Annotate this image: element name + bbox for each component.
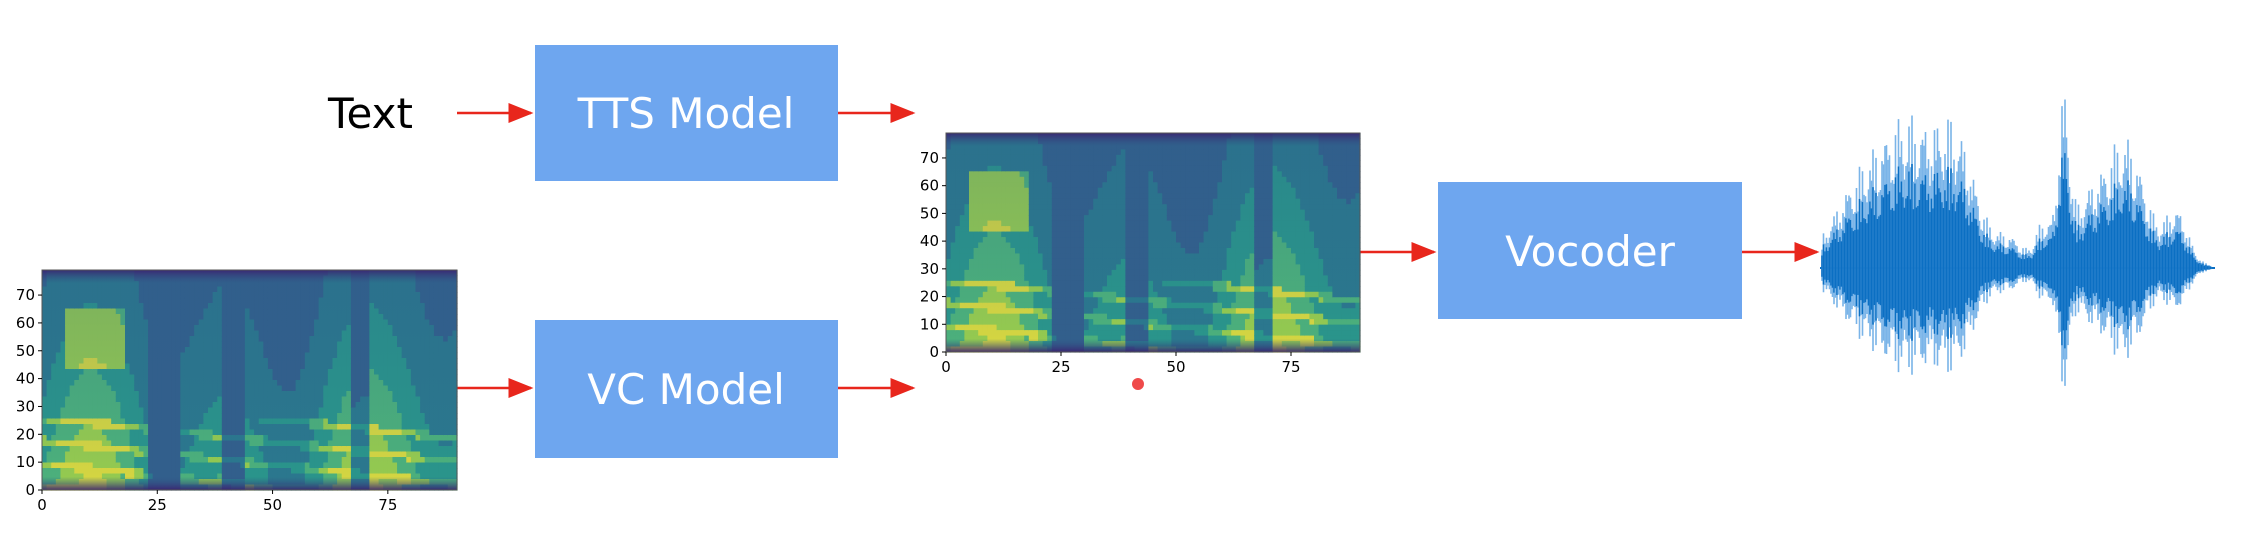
tts-model-box: TTS Model [535, 45, 838, 181]
x-tick-label: 25 [148, 496, 167, 514]
vocoder-label: Vocoder [1505, 227, 1675, 276]
vc-model-box: VC Model [535, 320, 838, 458]
x-tick-label: 75 [378, 496, 397, 514]
y-tick-label: 30 [16, 397, 35, 415]
x-tick-label: 50 [263, 496, 282, 514]
y-tick-label: 60 [16, 314, 35, 332]
text-input-label: Text [327, 89, 413, 138]
vc-model-label: VC Model [587, 365, 785, 414]
x-tick-label: 0 [37, 496, 47, 514]
tts-model-label: TTS Model [577, 89, 795, 138]
y-tick-label: 10 [16, 453, 35, 471]
y-tick-label: 50 [16, 342, 35, 360]
vocoder-box: Vocoder [1438, 182, 1742, 319]
y-tick-label: 20 [16, 425, 35, 443]
y-tick-label: 70 [16, 286, 35, 304]
source-spectrogram: 0 25 50 75 0 10 20 30 40 50 60 70 [16, 269, 458, 514]
y-tick-label: 0 [25, 481, 35, 499]
y-tick-label: 40 [16, 370, 35, 388]
